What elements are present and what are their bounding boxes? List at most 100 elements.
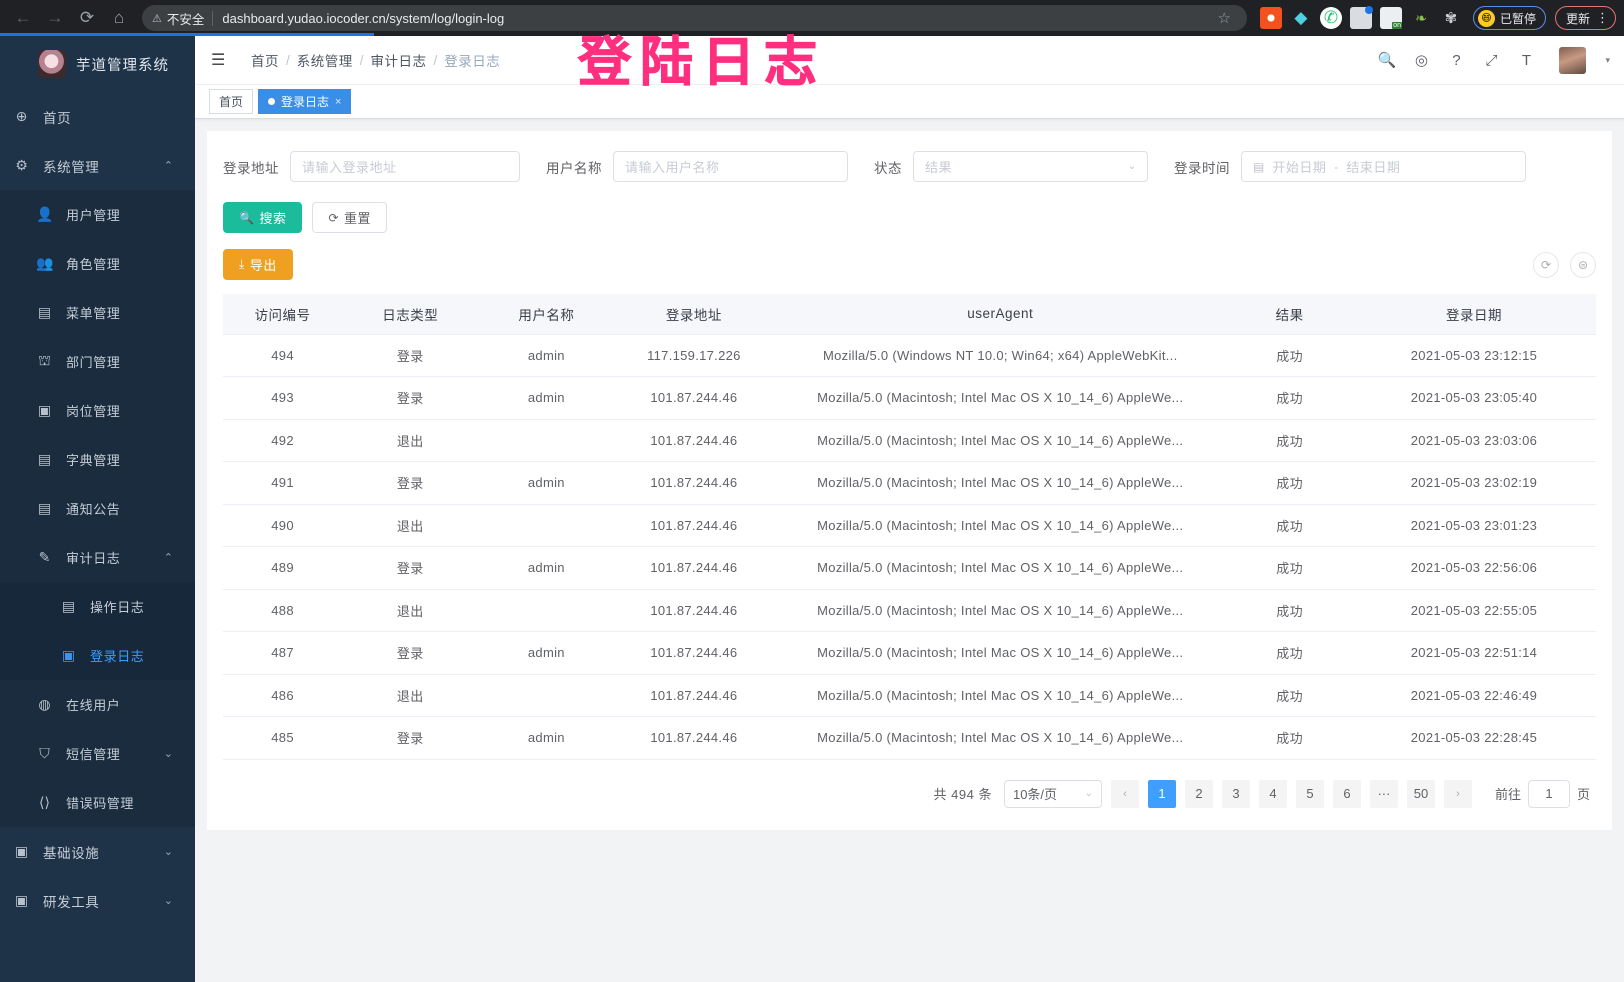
table-row[interactable]: 485 登录 admin 101.87.244.46 Mozilla/5.0 (Maci… [223,716,1596,760]
column-header-id[interactable]: 访问编号 [223,294,343,335]
chevron-down-icon[interactable]: ▾ [1605,54,1610,65]
search-button[interactable]: 🔍 搜索 [223,202,303,233]
cell-type: 登录 [342,631,479,675]
table-row[interactable]: 493 登录 admin 101.87.244.46 Mozilla/5.0 (Maci… [223,376,1596,420]
bookmark-star-icon[interactable]: ☆ [1217,10,1231,27]
tag-item-0[interactable]: 首页 [209,89,254,114]
hamburger-icon[interactable]: ☰ [211,52,226,69]
sidebar-item-4[interactable]: ▤ 菜单管理 [0,288,195,337]
sidebar-item-5[interactable]: ⛫ 部门管理 [0,337,195,386]
page-button-···[interactable]: ··· [1369,779,1398,808]
reload-icon[interactable]: ⟳ [79,8,95,27]
address-bar[interactable]: ⚠ 不安全 dashboard.yudao.iocoder.cn/system/… [142,5,1247,31]
column-header-user[interactable]: 用户名称 [478,294,615,335]
sidebar-item-0[interactable]: ⊕ 首页 [0,92,195,141]
breadcrumb-item-1[interactable]: 系统管理 [296,54,353,69]
table-row[interactable]: 491 登录 admin 101.87.244.46 Mozilla/5.0 (Maci… [223,461,1596,505]
sidebar-item-9[interactable]: ✎ 审计日志 ⌃ [0,533,195,582]
sidebar-item-7[interactable]: ▤ 字典管理 [0,435,195,484]
sidebar-item-2[interactable]: 👤 用户管理 [0,190,195,239]
page-content: 登录地址 请输入登录地址 用户名称 请输入用户名称 状态 结果 ⌄ 登录时间 ▤ 开始日期 - 结束日… [195,119,1624,830]
table-row[interactable]: 490 退出 101.87.244.46 Mozilla/5.0 (Macintosh… [223,504,1596,547]
cell-ip: 101.87.244.46 [614,589,774,632]
sidebar-logo[interactable]: 芋道管理系统 [0,36,195,92]
login-time-daterange[interactable]: ▤ 开始日期 - 结束日期 [1241,151,1526,182]
page-button-5[interactable]: 5 [1295,779,1324,808]
cell-useragent: Mozilla/5.0 (Macintosh; Intel Mac OS X 1… [773,546,1228,590]
reset-button[interactable]: ⟳ 重置 [312,202,388,233]
close-icon[interactable]: × [335,95,342,108]
export-button[interactable]: ⤓ 导出 [223,249,293,280]
font-size-icon[interactable]: T [1521,51,1532,69]
fullscreen-icon[interactable]: ⤢ [1485,51,1498,69]
cell-date: 2021-05-03 23:02:19 [1352,461,1596,505]
leaf-icon[interactable]: ❧ [1415,9,1427,26]
refresh-icon[interactable]: ⟳ [1533,251,1559,278]
range-separator: - [1334,159,1339,174]
prev-page-button[interactable]: ‹ [1110,779,1139,808]
sidebar-item-label: 在线用户 [66,698,121,713]
diamond-blue-icon[interactable]: ◆ [1294,8,1308,27]
column-header-result[interactable]: 结果 [1227,294,1352,335]
table-row[interactable]: 486 退出 101.87.244.46 Mozilla/5.0 (Macintosh… [223,674,1596,717]
update-button[interactable]: 更新 ⋮ [1554,6,1616,30]
profile-paused-pill[interactable]: 😄 已暂停 [1472,6,1546,30]
sidebar-item-16[interactable]: ▣ 研发工具 ⌄ [0,876,195,925]
column-header-ip[interactable]: 登录地址 [614,294,774,335]
column-header-type[interactable]: 日志类型 [342,294,479,335]
github-icon[interactable]: ◎ [1414,52,1429,69]
search-icon[interactable]: 🔍 [1377,52,1397,69]
login-address-input[interactable]: 请输入登录地址 [290,151,520,182]
sidebar-item-1[interactable]: ⚙ 系统管理 ⌃ [0,141,195,190]
column-header-ua[interactable]: userAgent [773,294,1228,335]
avatar[interactable] [1559,46,1587,74]
username-input[interactable]: 请输入用户名称 [613,151,848,182]
table-row[interactable]: 494 登录 admin 117.159.17.226 Mozilla/5.0 (Win… [223,334,1596,377]
back-icon[interactable]: ← [14,8,32,27]
sidebar-item-13[interactable]: ⛉ 短信管理 ⌄ [0,729,195,778]
page-size-select[interactable]: 10条/页 ⌄ [1003,779,1102,808]
chrome-menu-icon[interactable]: ⋮ [1596,9,1609,25]
page-button-1[interactable]: 1 [1147,779,1176,808]
breadcrumb-item-0[interactable]: 首页 [251,54,279,69]
next-page-button[interactable]: › [1443,779,1472,808]
cell-id: 489 [223,546,343,590]
breadcrumb-item-2[interactable]: 审计日志 [370,54,427,69]
page-button-3[interactable]: 3 [1221,779,1250,808]
table-row[interactable]: 488 退出 101.87.244.46 Mozilla/5.0 (Macintosh… [223,589,1596,632]
sidebar-item-icon: ▣ [14,843,29,859]
jump-page-input[interactable]: 1 [1527,779,1570,808]
table-row[interactable]: 489 登录 admin 101.87.244.46 Mozilla/5.0 (Maci… [223,546,1596,590]
page-button-50[interactable]: 50 [1406,779,1435,808]
cell-id: 490 [223,504,343,547]
page-button-6[interactable]: 6 [1332,779,1361,808]
help-icon[interactable]: ? [1452,51,1461,69]
sidebar-item-11[interactable]: ▣ 登录日志 [0,631,195,680]
sidebar-item-14[interactable]: ⟨⟩ 错误码管理 [0,778,195,827]
circle-orange-icon[interactable] [1259,7,1282,29]
puzzle-icon[interactable]: ✾ [1444,10,1458,27]
breadcrumb: 首页 / 系统管理 / 审计日志 / 登录日志 [251,50,500,70]
page-button-4[interactable]: 4 [1258,779,1287,808]
status-select[interactable]: 结果 ⌄ [913,151,1148,182]
clipboard-icon[interactable] [1349,6,1373,29]
table-row[interactable]: 487 登录 admin 101.87.244.46 Mozilla/5.0 (Maci… [223,631,1596,675]
home-icon[interactable]: ⌂ [113,8,125,27]
list-on-icon[interactable]: on [1379,7,1402,29]
forward-icon[interactable]: → [46,8,64,27]
sidebar-item-3[interactable]: 👥 角色管理 [0,239,195,288]
cell-date: 2021-05-03 22:51:14 [1352,631,1596,675]
table-row[interactable]: 492 退出 101.87.244.46 Mozilla/5.0 (Macintosh… [223,419,1596,462]
column-settings-icon[interactable]: ⊜ [1570,251,1596,278]
sidebar-item-6[interactable]: ▣ 岗位管理 [0,386,195,435]
tag-item-1[interactable]: 登录日志 × [258,89,352,114]
sidebar-item-8[interactable]: ▤ 通知公告 [0,484,195,533]
page-button-2[interactable]: 2 [1184,779,1213,808]
column-header-date[interactable]: 登录日期 [1352,294,1596,335]
sidebar-item-15[interactable]: ▣ 基础设施 ⌄ [0,827,195,876]
page-jumper: 前往 1 页 [1495,779,1590,808]
cell-date: 2021-05-03 23:03:06 [1352,419,1596,462]
sidebar-item-10[interactable]: ▤ 操作日志 [0,582,195,631]
sidebar-item-12[interactable]: ◍ 在线用户 [0,680,195,729]
green-check-icon[interactable]: ✆ [1319,7,1342,29]
